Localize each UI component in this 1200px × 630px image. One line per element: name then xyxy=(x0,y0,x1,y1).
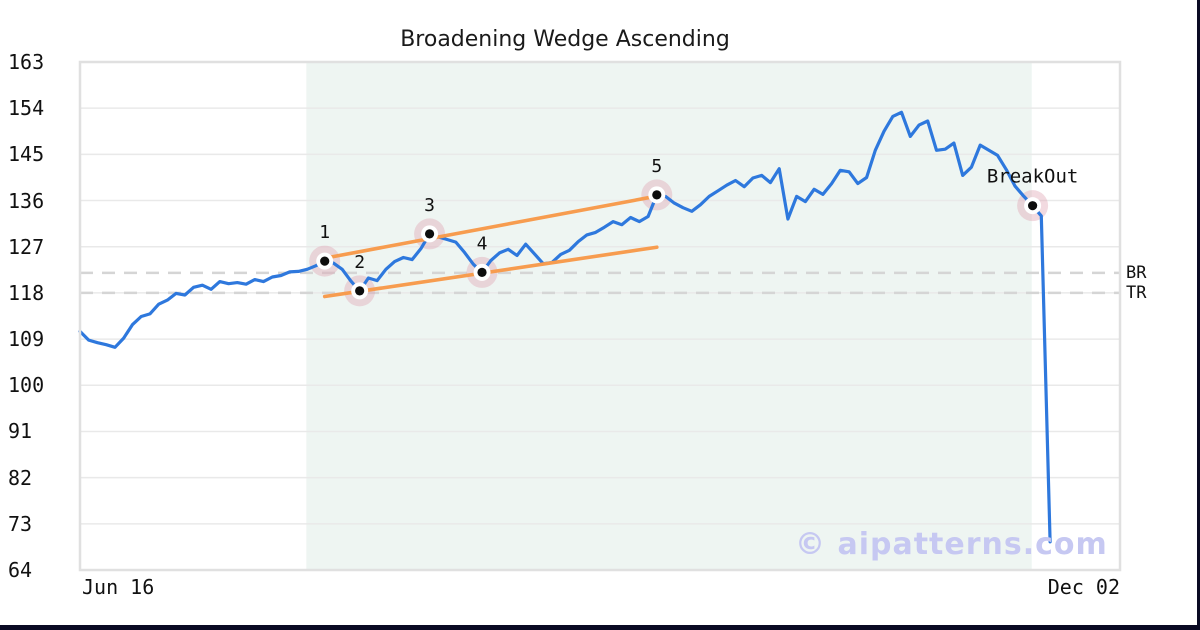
y-tick-label-91: 91 xyxy=(8,419,33,444)
plot-border xyxy=(78,60,1122,572)
pattern-point-label-5: 5 xyxy=(651,156,662,177)
watermark: © aipatterns.com xyxy=(795,527,1108,562)
pattern-point-label-4: 4 xyxy=(477,233,488,254)
pattern-point-dot-2 xyxy=(355,286,365,296)
y-tick-label-118: 118 xyxy=(8,280,45,305)
pattern-point-dot-BreakOut xyxy=(1028,201,1038,211)
pattern-point-label-1: 1 xyxy=(319,222,330,243)
y-tick-label-64: 64 xyxy=(8,558,33,582)
pattern-point-dot-4 xyxy=(477,267,487,277)
y-tick-label-109: 109 xyxy=(8,327,45,352)
y-tick-label-154: 154 xyxy=(8,96,45,121)
y-tick-label-163: 163 xyxy=(8,50,45,74)
level-label-BR: BR xyxy=(1126,262,1147,283)
pattern-point-label-BreakOut: BreakOut xyxy=(987,166,1079,188)
upper-trendline xyxy=(318,195,655,261)
y-tick-label-73: 73 xyxy=(8,511,33,536)
pattern-point-label-2: 2 xyxy=(354,252,365,273)
page-bottom-bar xyxy=(0,625,1200,630)
y-tick-label-145: 145 xyxy=(8,142,45,167)
y-tick-label-127: 127 xyxy=(8,234,45,259)
y-tick-label-82: 82 xyxy=(8,465,33,490)
pattern-point-dot-1 xyxy=(320,256,330,266)
x-axis-end-label: Dec 02 xyxy=(1047,575,1120,599)
lower-trendline xyxy=(322,245,659,299)
pattern-point-dot-3 xyxy=(424,229,435,239)
page-right-edge xyxy=(1197,0,1200,630)
pattern-shaded-region xyxy=(306,62,1032,570)
pattern-point-label-3: 3 xyxy=(424,195,435,216)
y-tick-label-136: 136 xyxy=(8,188,45,213)
y-tick-label-100: 100 xyxy=(8,373,45,398)
chart-title: Broadening Wedge Ascending xyxy=(400,27,730,52)
x-axis-start-label: Jun 16 xyxy=(82,575,155,599)
price-line xyxy=(78,110,1052,544)
level-label-TR: TR xyxy=(1126,282,1147,303)
pattern-point-dot-5 xyxy=(652,190,662,200)
